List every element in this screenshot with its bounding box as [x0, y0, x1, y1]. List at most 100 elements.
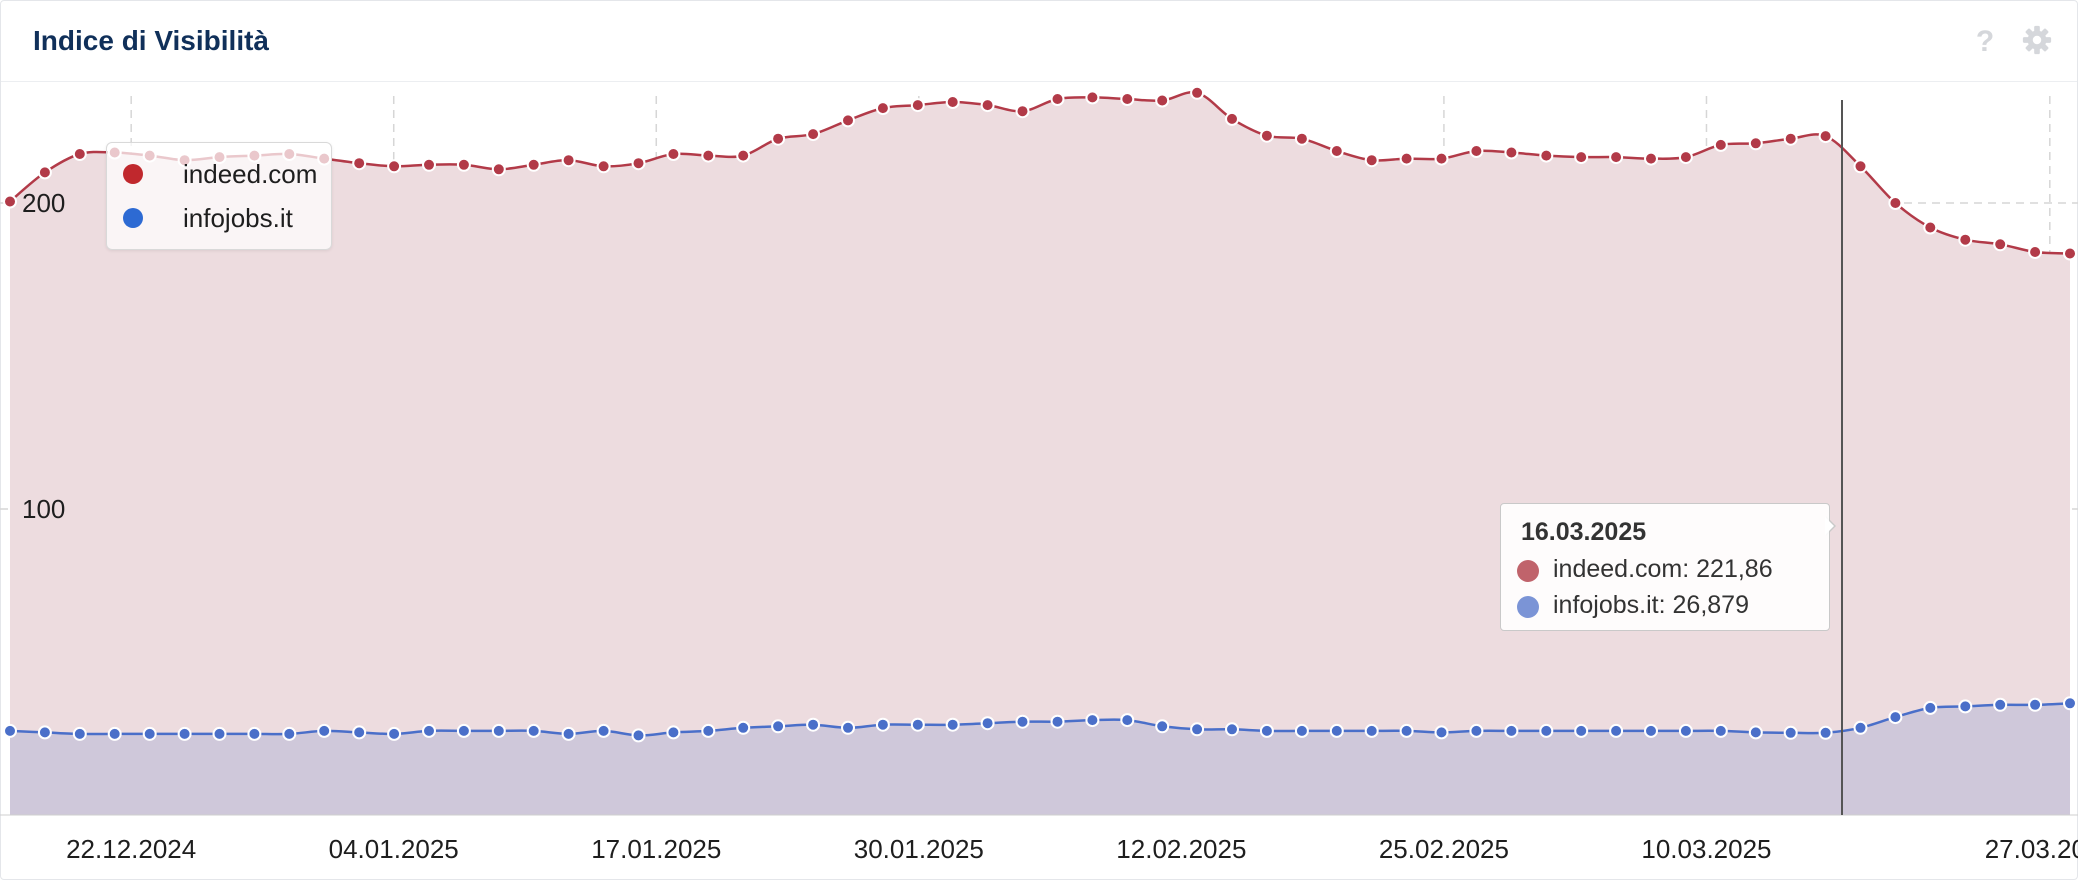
data-point-infojobs-it	[631, 728, 646, 743]
data-point-infojobs-it	[37, 725, 52, 740]
data-point-infojobs-it	[736, 720, 751, 735]
data-point-infojobs-it	[1434, 725, 1449, 740]
data-point-infojobs-it	[806, 717, 821, 732]
data-point-infojobs-it	[142, 726, 157, 741]
data-point-infojobs-it	[1923, 700, 1938, 715]
tooltip-value-indeed: indeed.com: 221,86	[1553, 555, 1773, 583]
data-point-indeed-com	[37, 165, 52, 180]
data-point-infojobs-it	[1155, 719, 1170, 734]
data-point-indeed-com	[72, 147, 87, 161]
y-tick-label: 200	[22, 188, 65, 218]
data-point-infojobs-it	[1120, 713, 1135, 728]
data-point-indeed-com	[1644, 151, 1658, 166]
data-point-infojobs-it	[1818, 725, 1833, 740]
data-point-indeed-com	[841, 113, 855, 128]
x-tick-label: 17.01.2025	[591, 834, 721, 864]
x-tick-label: 22.12.2024	[66, 834, 196, 864]
chart-tooltip: 16.03.2025 indeed.com: 221,86 infojobs.i…	[1500, 503, 1830, 631]
data-point-infojobs-it	[282, 726, 297, 741]
data-point-indeed-com	[1783, 131, 1798, 146]
data-point-infojobs-it	[1504, 723, 1519, 738]
x-tick-label: 27.03.2025	[1985, 834, 2078, 864]
data-point-indeed-com	[1853, 159, 1868, 174]
tooltip-value-infojobs: infojobs.it: 26,879	[1553, 591, 1749, 619]
data-point-infojobs-it	[1678, 723, 1693, 738]
tooltip-arrow-inner	[1825, 517, 1834, 535]
data-point-infojobs-it	[1888, 710, 1903, 725]
data-point-indeed-com	[1958, 232, 1973, 247]
data-point-infojobs-it	[771, 719, 786, 734]
data-point-infojobs-it	[247, 726, 262, 741]
data-point-infojobs-it	[2028, 697, 2043, 712]
data-point-indeed-com	[596, 159, 611, 174]
data-point-indeed-com	[491, 162, 506, 177]
data-point-infojobs-it	[491, 723, 506, 738]
data-point-infojobs-it	[1574, 723, 1589, 738]
x-tick-label: 30.01.2025	[854, 834, 984, 864]
data-point-infojobs-it	[1609, 723, 1624, 738]
data-point-infojobs-it	[1329, 723, 1344, 738]
data-point-infojobs-it	[352, 725, 367, 740]
data-point-infojobs-it	[387, 726, 402, 741]
data-point-indeed-com	[1050, 92, 1065, 106]
gear-icon[interactable]	[2021, 23, 2053, 57]
data-point-infojobs-it	[561, 726, 576, 741]
data-point-indeed-com	[387, 159, 402, 174]
data-point-infojobs-it	[107, 726, 122, 741]
page-title: Indice di Visibilità	[33, 25, 269, 56]
data-point-indeed-com	[1504, 145, 1519, 160]
data-point-indeed-com	[1225, 111, 1239, 126]
chart-legend: indeed.com infojobs.it	[106, 142, 332, 250]
data-point-indeed-com	[1155, 93, 1170, 108]
x-tick-label: 10.03.2025	[1641, 834, 1771, 864]
legend-dot-indeed	[123, 164, 143, 184]
data-point-infojobs-it	[422, 723, 436, 738]
data-point-indeed-com	[1993, 237, 2008, 252]
data-point-indeed-com	[1678, 150, 1693, 165]
data-point-indeed-com	[1923, 220, 1938, 235]
data-point-indeed-com	[1015, 104, 1030, 119]
x-tick-label: 12.02.2025	[1116, 834, 1246, 864]
data-point-indeed-com	[980, 98, 995, 113]
data-point-indeed-com	[1888, 196, 1903, 210]
data-point-infojobs-it	[1399, 723, 1414, 738]
data-point-indeed-com	[2028, 245, 2043, 259]
help-icon[interactable]: ?	[1969, 23, 2001, 57]
tooltip-dot-indeed	[1517, 560, 1539, 582]
data-point-indeed-com	[806, 127, 821, 142]
area-indeed-com	[10, 92, 2070, 815]
data-point-infojobs-it	[701, 723, 716, 738]
data-point-infojobs-it	[1469, 723, 1484, 738]
tooltip-date: 16.03.2025	[1521, 518, 1647, 546]
data-point-infojobs-it	[1993, 697, 2008, 712]
legend-dot-infojobs	[123, 208, 143, 228]
data-point-indeed-com	[1259, 128, 1274, 143]
x-tick-label: 25.02.2025	[1379, 834, 1509, 864]
data-point-infojobs-it	[596, 723, 611, 738]
data-point-indeed-com	[1609, 150, 1624, 165]
data-point-infojobs-it	[980, 716, 995, 731]
data-point-indeed-com	[945, 95, 960, 109]
data-point-infojobs-it	[72, 726, 87, 741]
data-point-indeed-com	[1748, 136, 1763, 151]
legend-label: infojobs.it	[183, 203, 293, 233]
data-point-infojobs-it	[1539, 723, 1554, 738]
data-point-indeed-com	[736, 148, 751, 163]
data-point-infojobs-it	[456, 723, 471, 738]
data-point-indeed-com	[3, 194, 17, 209]
data-point-indeed-com	[1434, 151, 1449, 166]
legend-label: indeed.com	[183, 159, 318, 189]
data-point-infojobs-it	[1259, 723, 1274, 738]
data-point-infojobs-it	[1958, 699, 1973, 714]
data-point-indeed-com	[771, 131, 786, 146]
data-point-indeed-com	[1539, 148, 1554, 163]
data-point-indeed-com	[422, 157, 436, 172]
data-point-indeed-com	[2063, 246, 2077, 261]
data-point-indeed-com	[666, 147, 681, 161]
data-point-infojobs-it	[945, 717, 960, 732]
data-point-indeed-com	[1574, 150, 1589, 165]
data-point-infojobs-it	[1225, 722, 1239, 737]
card-header: Indice di Visibilità ?	[1, 1, 2077, 82]
data-point-infojobs-it	[212, 726, 227, 741]
